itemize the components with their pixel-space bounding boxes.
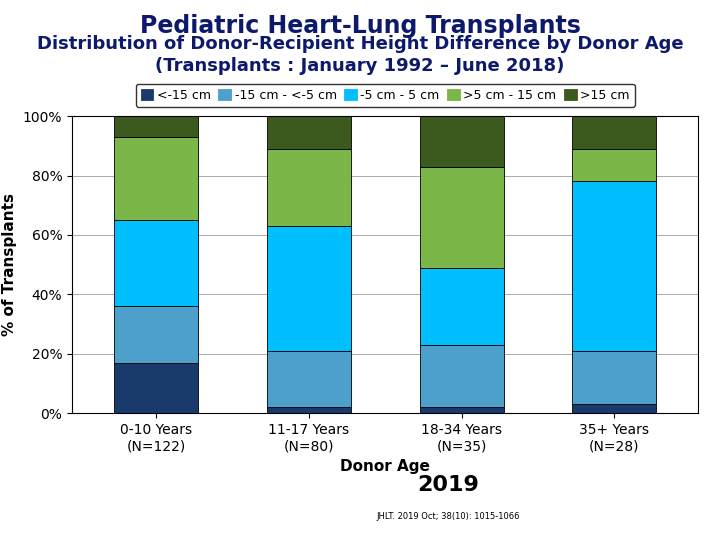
Bar: [420, 116, 503, 166]
Bar: [267, 351, 351, 407]
Bar: [572, 116, 657, 148]
Bar: [114, 363, 198, 413]
Text: (Transplants : January 1992 – June 2018): (Transplants : January 1992 – June 2018): [156, 57, 564, 75]
Bar: [267, 116, 351, 148]
Bar: [267, 226, 351, 351]
Bar: [114, 116, 198, 137]
Legend: <-15 cm, -15 cm - <-5 cm, -5 cm - 5 cm, >5 cm - 15 cm, >15 cm: <-15 cm, -15 cm - <-5 cm, -5 cm - 5 cm, …: [135, 84, 635, 107]
Bar: [267, 148, 351, 226]
Bar: [572, 404, 657, 413]
Bar: [572, 351, 657, 404]
Text: ISHLT • INTERNATIONAL SOCIETY FOR HEART AND LUNG TRANSPLANTATION: ISHLT • INTERNATIONAL SOCIETY FOR HEART …: [32, 526, 270, 531]
Text: Distribution of Donor-Recipient Height Difference by Donor Age: Distribution of Donor-Recipient Height D…: [37, 35, 683, 53]
Bar: [572, 148, 657, 181]
Bar: [267, 407, 351, 413]
Bar: [114, 220, 198, 306]
Text: Pediatric Heart-Lung Transplants: Pediatric Heart-Lung Transplants: [140, 14, 580, 37]
Text: 2019: 2019: [418, 475, 480, 495]
Bar: [420, 268, 503, 345]
Bar: [420, 166, 503, 267]
Text: JHLT. 2019 Oct; 38(10): 1015-1066: JHLT. 2019 Oct; 38(10): 1015-1066: [377, 512, 521, 521]
X-axis label: Donor Age: Donor Age: [341, 458, 430, 474]
Bar: [572, 181, 657, 351]
Bar: [420, 407, 503, 413]
Text: ISHLT: ISHLT: [24, 480, 101, 504]
Bar: [114, 306, 198, 363]
Y-axis label: % of Transplants: % of Transplants: [2, 193, 17, 336]
Bar: [114, 137, 198, 220]
Bar: [420, 345, 503, 407]
